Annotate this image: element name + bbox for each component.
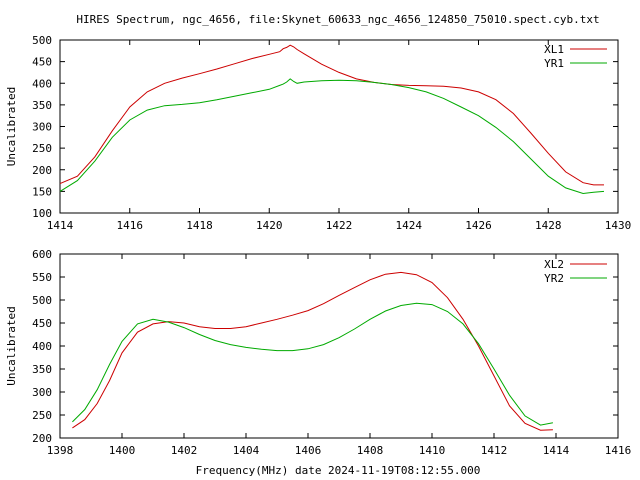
y-tick-label: 450 xyxy=(32,317,52,330)
x-tick-label: 1422 xyxy=(326,219,353,232)
x-tick-label: 1400 xyxy=(109,444,136,457)
x-tick-label: 1398 xyxy=(47,444,74,457)
x-tick-label: 1416 xyxy=(117,219,144,232)
x-tick-label: 1428 xyxy=(535,219,562,232)
y-tick-label: 400 xyxy=(32,340,52,353)
y-tick-label: 550 xyxy=(32,271,52,284)
y-tick-label: 100 xyxy=(32,207,52,220)
x-tick-label: 1408 xyxy=(357,444,384,457)
y-tick-label: 200 xyxy=(32,164,52,177)
series-line-xl1 xyxy=(59,44,604,186)
y-tick-label: 150 xyxy=(32,185,52,198)
y-tick-label: 200 xyxy=(32,432,52,445)
x-tick-label: 1414 xyxy=(543,444,570,457)
y-tick-label: 350 xyxy=(32,363,52,376)
x-tick-label: 1430 xyxy=(605,219,632,232)
top-chart: 1414 1416 1418 1420 1422 1424 1426 1428 1430 100 1… xyxy=(5,34,631,232)
x-tick-label: 1418 xyxy=(186,219,213,232)
figure-title: HIRES Spectrum, ngc_4656, file:Skynet_60… xyxy=(76,13,599,26)
x-tick-label: 1406 xyxy=(295,444,322,457)
x-tick-label: 1424 xyxy=(396,219,423,232)
y-tick-label: 450 xyxy=(32,56,52,69)
legend-label: YR2 xyxy=(544,272,564,285)
series-line-yr1 xyxy=(59,78,605,195)
y-tick-label: 300 xyxy=(32,121,52,134)
y-tick-label: 250 xyxy=(32,409,52,422)
x-tick-label: 1416 xyxy=(605,444,632,457)
x-tick-label: 1410 xyxy=(419,444,446,457)
x-tick-label: 1420 xyxy=(256,219,283,232)
x-tick-label: 1402 xyxy=(171,444,198,457)
y-axis-label: Uncalibrated xyxy=(5,306,18,385)
y-axis-label: Uncalibrated xyxy=(5,87,18,166)
y-tick-label: 300 xyxy=(32,386,52,399)
y-tick-label: 400 xyxy=(32,77,52,90)
x-axis-label: Frequency(MHz) date 2024-11-19T08:12:55.… xyxy=(196,464,481,477)
x-tick-label: 1426 xyxy=(465,219,492,232)
y-tick-label: 600 xyxy=(32,248,52,261)
x-tick-label: 1412 xyxy=(481,444,508,457)
series-line-yr2 xyxy=(72,302,553,426)
legend-label: XL1 xyxy=(544,43,564,56)
y-tick-label: 250 xyxy=(32,142,52,155)
y-tick-label: 350 xyxy=(32,99,52,112)
bottom-chart: 1398 1400 1402 1404 1406 1408 1410 1412 1414 1416… xyxy=(5,248,631,457)
plot-frame xyxy=(59,253,619,439)
x-tick-label: 1404 xyxy=(233,444,260,457)
x-tick-label: 1414 xyxy=(47,219,74,232)
plot-frame xyxy=(59,39,619,214)
series-line-xl2 xyxy=(72,271,553,431)
y-tick-label: 500 xyxy=(32,294,52,307)
legend-label: YR1 xyxy=(544,57,564,70)
legend-label: XL2 xyxy=(544,258,564,271)
y-tick-label: 500 xyxy=(32,34,52,47)
